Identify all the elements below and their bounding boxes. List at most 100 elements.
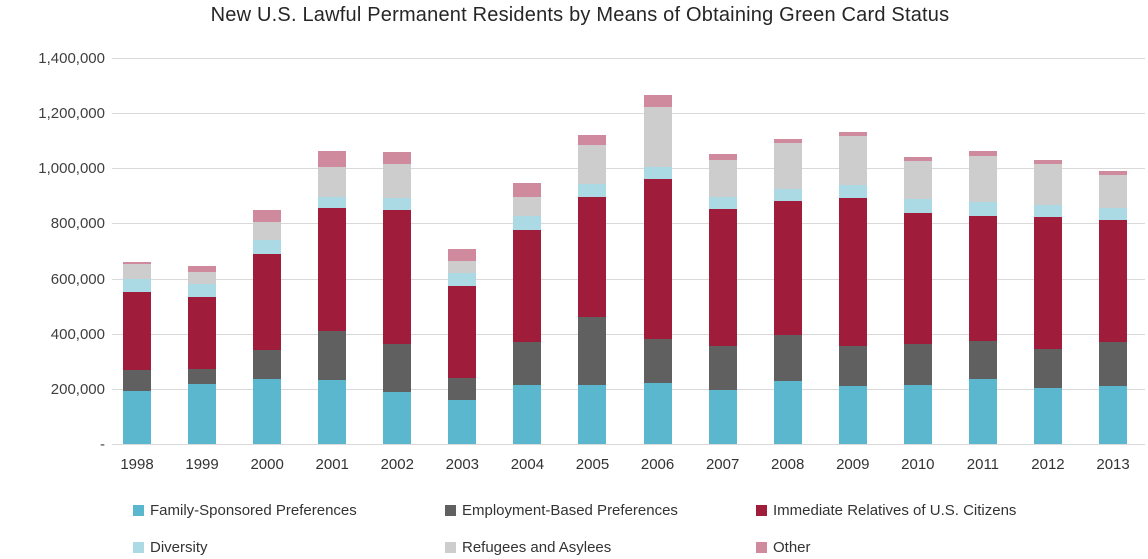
bar-segment-other xyxy=(838,132,867,137)
y-axis-tick-label: 600,000 xyxy=(50,270,105,288)
bar-segment-immediate-relatives-of-u-s-citizens xyxy=(578,196,607,318)
legend-swatch-icon xyxy=(133,505,144,516)
bar-segment-diversity xyxy=(643,166,672,179)
x-axis-tick-label: 2009 xyxy=(836,456,870,473)
legend-label: Family-Sponsored Preferences xyxy=(150,502,357,519)
x-axis-tick-label: 2008 xyxy=(771,456,805,473)
y-axis-tick-label: 800,000 xyxy=(50,215,105,233)
legend-swatch-icon xyxy=(445,505,456,516)
bar-segment-employment-based-preferences xyxy=(1033,348,1062,389)
chart-title: New U.S. Lawful Permanent Residents by M… xyxy=(210,4,950,26)
bar-segment-refugees-and-asylees xyxy=(838,136,867,185)
legend-swatch-icon xyxy=(133,542,144,553)
bar-segment-other xyxy=(448,249,477,261)
bar-segment-employment-based-preferences xyxy=(1099,341,1128,386)
bar-segment-refugees-and-asylees xyxy=(253,222,282,240)
bar-segment-employment-based-preferences xyxy=(838,345,867,386)
gridline xyxy=(112,278,1145,280)
bar-segment-refugees-and-asylees xyxy=(708,159,737,198)
gridline xyxy=(112,388,1145,390)
x-axis-tick-label: 2011 xyxy=(966,456,1000,473)
bar-segment-refugees-and-asylees xyxy=(123,264,151,280)
gridline xyxy=(112,58,1145,59)
x-axis-tick-label: 2001 xyxy=(315,456,349,473)
bar-segment-diversity xyxy=(188,284,217,298)
y-axis-tick-label: - xyxy=(100,436,105,453)
bar-segment-immediate-relatives-of-u-s-citizens xyxy=(448,285,477,378)
legend-item-employment-based-preferences: Employment-Based Preferences xyxy=(445,502,678,519)
legend-label: Other xyxy=(773,539,811,556)
bar-segment-employment-based-preferences xyxy=(513,342,542,385)
bar-segment-family-sponsored-preferences xyxy=(383,392,412,444)
bar-segment-refugees-and-asylees xyxy=(188,272,217,285)
bar-segment-diversity xyxy=(578,184,607,197)
bar-segment-refugees-and-asylees xyxy=(1099,174,1128,208)
gridline xyxy=(112,444,1145,445)
x-axis-tick-label: 2002 xyxy=(380,456,414,473)
bar-segment-refugees-and-asylees xyxy=(903,161,932,199)
bar-segment-employment-based-preferences xyxy=(968,340,997,380)
bar-segment-immediate-relatives-of-u-s-citizens xyxy=(188,297,217,369)
bar-segment-employment-based-preferences xyxy=(773,335,802,382)
bar-segment-family-sponsored-preferences xyxy=(578,385,607,444)
bar-segment-immediate-relatives-of-u-s-citizens xyxy=(513,230,542,343)
bar-segment-employment-based-preferences xyxy=(188,368,217,385)
legend-swatch-icon xyxy=(445,542,456,553)
bar-segment-immediate-relatives-of-u-s-citizens xyxy=(643,178,672,339)
bar-segment-employment-based-preferences xyxy=(123,369,151,392)
bar-segment-diversity xyxy=(838,185,867,199)
y-axis-tick-label: 1,200,000 xyxy=(38,105,105,123)
bar-segment-family-sponsored-preferences xyxy=(1033,388,1062,444)
bar-segment-immediate-relatives-of-u-s-citizens xyxy=(383,210,412,345)
bar-segment-family-sponsored-preferences xyxy=(968,379,997,444)
bar-segment-employment-based-preferences xyxy=(383,344,412,393)
legend-item-diversity: Diversity xyxy=(133,539,208,556)
bar-segment-other xyxy=(1099,170,1128,175)
bar-segment-diversity xyxy=(773,189,802,201)
bar-segment-other xyxy=(188,265,217,273)
bar-segment-other xyxy=(1033,159,1062,164)
bar-segment-refugees-and-asylees xyxy=(773,143,802,190)
x-axis-tick-label: 2003 xyxy=(445,456,480,473)
bar-segment-family-sponsored-preferences xyxy=(773,381,802,444)
bar-segment-family-sponsored-preferences xyxy=(318,379,347,444)
bar-segment-refugees-and-asylees xyxy=(968,155,997,203)
bar-segment-immediate-relatives-of-u-s-citizens xyxy=(253,253,282,350)
bar-segment-family-sponsored-preferences xyxy=(903,384,932,444)
bar-segment-other xyxy=(773,138,802,144)
gridline xyxy=(112,223,1145,225)
x-axis-tick-label: 2013 xyxy=(1096,456,1130,473)
bar-segment-refugees-and-asylees xyxy=(1033,163,1062,206)
bar-segment-other xyxy=(968,151,997,156)
bar-segment-refugees-and-asylees xyxy=(643,106,672,167)
legend-swatch-icon xyxy=(756,505,767,516)
bar-segment-refugees-and-asylees xyxy=(383,163,412,199)
x-axis-tick-label: 1998 xyxy=(120,456,154,473)
bar-segment-other xyxy=(903,156,932,162)
bar-segment-immediate-relatives-of-u-s-citizens xyxy=(903,212,932,344)
bar-segment-employment-based-preferences xyxy=(578,317,607,386)
bar-segment-refugees-and-asylees xyxy=(513,196,542,217)
bar-segment-family-sponsored-preferences xyxy=(708,390,737,444)
bar-segment-family-sponsored-preferences xyxy=(1099,386,1128,444)
bar-segment-immediate-relatives-of-u-s-citizens xyxy=(123,291,151,370)
legend-item-family-sponsored-preferences: Family-Sponsored Preferences xyxy=(133,502,357,519)
y-axis-tick-label: 200,000 xyxy=(50,380,105,398)
bar-segment-diversity xyxy=(1033,205,1062,217)
bar-segment-family-sponsored-preferences xyxy=(123,391,151,444)
bar-segment-diversity xyxy=(253,239,282,254)
bar-segment-employment-based-preferences xyxy=(643,338,672,383)
bar-segment-employment-based-preferences xyxy=(708,345,737,391)
bar-segment-refugees-and-asylees xyxy=(448,260,477,274)
bar-segment-diversity xyxy=(968,202,997,216)
bar-segment-other xyxy=(643,94,672,107)
y-axis-tick-label: 400,000 xyxy=(50,325,105,343)
bar-segment-diversity xyxy=(448,273,477,286)
y-axis-tick-label: 1,400,000 xyxy=(38,50,105,67)
x-axis-tick-label: 2007 xyxy=(705,456,740,473)
bar-segment-other xyxy=(708,153,737,160)
bar-segment-refugees-and-asylees xyxy=(578,144,607,185)
gridline xyxy=(112,168,1145,170)
x-axis-tick-label: 1999 xyxy=(185,456,219,473)
x-axis-tick-label: 2005 xyxy=(575,456,610,473)
